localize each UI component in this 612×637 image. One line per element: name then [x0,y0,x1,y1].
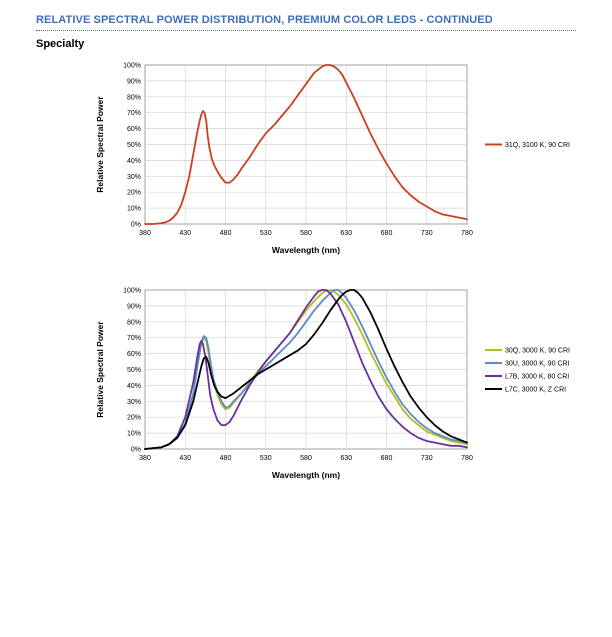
x-axis-title: Wavelength (nm) [272,470,340,480]
x-tick-label: 480 [220,455,232,462]
legend-entry: 31Q, 3100 K, 90 CRI [485,142,570,149]
y-tick-label: 90% [127,78,141,85]
legend-label: 30U, 3000 K, 90 CRI [505,361,570,368]
series-line-2 [144,289,468,450]
x-tick-label: 430 [179,455,191,462]
y-tick-label: 80% [127,94,141,101]
x-tick-label: 480 [220,230,232,237]
y-tick-label: 10% [127,206,141,213]
series-line-3 [144,289,468,450]
y-tick-label: 70% [127,110,141,117]
legend-label: L7B, 3000 K, 80 CRI [505,374,569,381]
x-tick-label: 780 [461,230,473,237]
x-tick-label: 680 [381,230,393,237]
x-tick-label: 580 [300,230,312,237]
y-tick-label: 0% [131,447,141,454]
x-tick-label: 580 [300,455,312,462]
page-title: RELATIVE SPECTRAL POWER DISTRIBUTION, PR… [36,14,493,26]
y-axis-title: Relative Spectral Power [95,96,105,193]
y-tick-label: 50% [127,142,141,149]
y-tick-label: 60% [127,126,141,133]
y-tick-label: 100% [123,288,141,295]
legend-label: 31Q, 3100 K, 90 CRI [505,142,570,149]
x-tick-label: 630 [340,455,352,462]
series-line-4 [144,289,468,450]
x-tick-label: 380 [139,230,151,237]
x-tick-label: 730 [421,230,433,237]
y-tick-label: 90% [127,303,141,310]
y-tick-label: 30% [127,399,141,406]
spectral-chart-1: 0% 10% 20% 30% 40% 50% 60% 70% 80% 90% 100% 380 430 4… [95,63,570,256]
legend-label: 30Q, 3000 K, 90 CRI [505,348,570,355]
y-tick-label: 10% [127,431,141,438]
legend-label: L7C, 3000 K, Z CRI [505,387,566,394]
y-tick-label: 20% [127,415,141,422]
x-tick-label: 730 [421,455,433,462]
y-tick-label: 100% [123,63,141,70]
y-tick-label: 0% [131,222,141,229]
y-tick-label: 70% [127,335,141,342]
header-rule [36,30,576,31]
x-tick-label: 630 [340,230,352,237]
legend-entry: L7C, 3000 K, Z CRI [485,387,566,394]
legend-entry: L7B, 3000 K, 80 CRI [485,374,569,381]
series-line-1 [144,64,468,225]
y-tick-label: 20% [127,190,141,197]
y-tick-label: 30% [127,174,141,181]
spectral-chart-2: 0% 10% 20% 30% 40% 50% 60% 70% 80% 90% 100% 380 430 4… [95,288,570,481]
section-title: Specialty [36,38,85,50]
x-tick-label: 530 [260,230,272,237]
y-tick-label: 80% [127,319,141,326]
y-tick-label: 40% [127,158,141,165]
legend-entry: 30U, 3000 K, 90 CRI [485,361,570,368]
x-axis-title: Wavelength (nm) [272,245,340,255]
x-tick-label: 430 [179,230,191,237]
x-tick-label: 380 [139,455,151,462]
x-tick-label: 680 [381,455,393,462]
y-axis-title: Relative Spectral Power [95,321,105,418]
y-tick-label: 50% [127,367,141,374]
y-tick-label: 60% [127,351,141,358]
x-tick-label: 780 [461,455,473,462]
y-tick-label: 40% [127,383,141,390]
x-tick-label: 530 [260,455,272,462]
legend-entry: 30Q, 3000 K, 90 CRI [485,348,570,355]
page-header: RELATIVE SPECTRAL POWER DISTRIBUTION, PR… [36,14,576,31]
